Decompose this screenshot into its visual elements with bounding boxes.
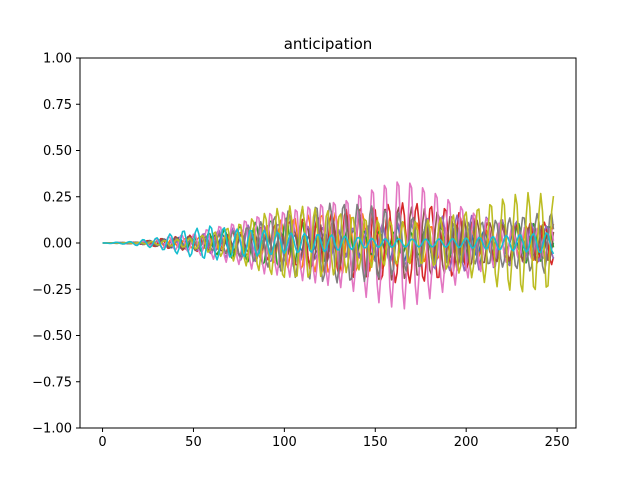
x-axis: 0 50 100 150 200 250	[98, 428, 570, 450]
y-tick-label: 0.25	[43, 190, 72, 205]
y-tick-label: 0.50	[43, 144, 72, 159]
chart-title: anticipation	[284, 35, 373, 53]
y-tick-label: −1.00	[32, 422, 72, 437]
y-tick-label: −0.25	[32, 283, 72, 298]
x-tick-label: 150	[363, 435, 388, 450]
series-line	[102, 181, 555, 310]
x-tick-label: 200	[454, 435, 479, 450]
y-tick-label: 0.75	[43, 98, 72, 113]
y-axis: −1.00 −0.75 −0.50 −0.25 0.00 0.25 0.50 0.75 1.00	[32, 52, 80, 437]
y-tick-label: −0.50	[32, 329, 72, 344]
x-tick-label: 50	[185, 435, 202, 450]
x-tick-label: 100	[272, 435, 297, 450]
series-layer	[102, 181, 555, 310]
series-line	[102, 191, 555, 293]
y-tick-label: 1.00	[43, 52, 72, 67]
x-tick-label: 250	[545, 435, 570, 450]
series-line	[102, 225, 555, 261]
y-tick-label: 0.00	[43, 237, 72, 252]
x-tick-label: 0	[98, 435, 106, 450]
y-tick-label: −0.75	[32, 375, 72, 390]
